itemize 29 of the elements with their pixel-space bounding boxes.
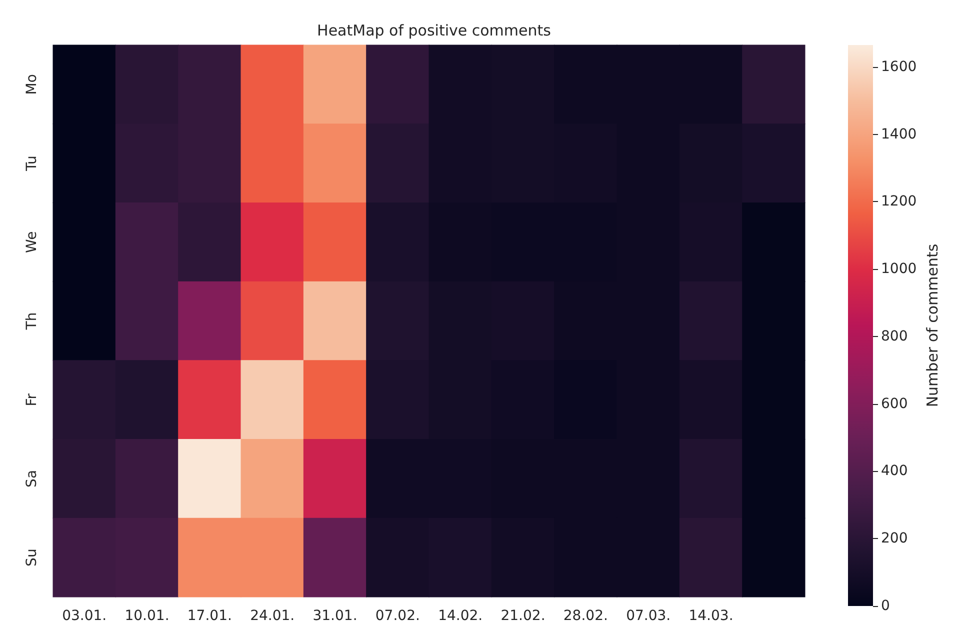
y-tick-label: Fr [24, 393, 40, 406]
x-tick-label: 14.02. [438, 608, 483, 624]
color-bar-label: 1200 [881, 194, 917, 210]
chart-title: HeatMap of positive comments [317, 22, 552, 40]
x-tick-label: 17.01. [187, 608, 232, 624]
x-tick-label: 21.02. [500, 608, 546, 624]
x-tick-label: 24.01. [250, 608, 295, 624]
y-tick-label: Su [24, 548, 40, 566]
color-bar-label: 1000 [881, 261, 917, 278]
color-bar-label: 600 [881, 396, 908, 412]
x-tick-label: 07.03. [626, 608, 671, 624]
color-bar-label: 800 [881, 328, 908, 344]
x-tick-label: 10.01. [124, 608, 170, 624]
y-tick-label: Mo [24, 74, 40, 95]
y-tick-label: Tu [24, 156, 40, 172]
x-tick-label: 07.02. [375, 608, 420, 624]
x-tick-label: 31.01. [312, 608, 358, 624]
color-bar-label: 1400 [881, 126, 917, 142]
color-bar-label: 400 [881, 463, 908, 480]
color-bar-title: Number of comments [924, 244, 942, 408]
y-tick-label: Sa [24, 470, 40, 488]
x-tick-label: 03.01. [62, 608, 107, 624]
x-tick-label: 28.02. [563, 608, 608, 624]
color-bar-label: 0 [881, 598, 890, 614]
y-tick-label: Th [24, 312, 40, 331]
y-tick-label: We [24, 231, 40, 253]
color-bar-label: 200 [881, 530, 908, 547]
color-bar-label: 1600 [881, 58, 917, 75]
x-tick-label: 14.03. [688, 608, 734, 624]
